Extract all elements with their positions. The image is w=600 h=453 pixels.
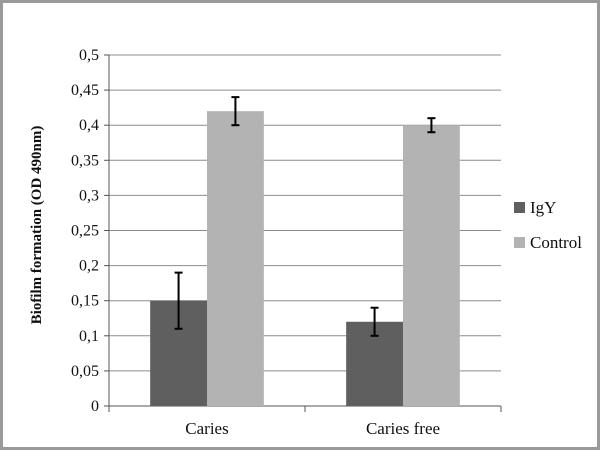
y-tick-label: 0,1: [79, 328, 99, 345]
bar-chart: 0 0,05 0,1 0,15 0,2 0,25 0,3 0,35 0,4 0,45 0,5 Cari…: [29, 47, 582, 438]
y-tick-label: 0,15: [71, 293, 99, 310]
y-tick-label: 0,05: [71, 363, 99, 380]
legend-swatch-igy: [514, 202, 525, 213]
legend: IgY Control: [514, 198, 582, 252]
error-bars: [174, 96, 436, 337]
bars: [150, 111, 460, 406]
x-category-label: Caries free: [366, 419, 440, 438]
y-tick-label: 0: [91, 398, 99, 415]
y-tick-label: 0,3: [79, 187, 99, 204]
legend-swatch-control: [514, 237, 525, 248]
y-tick-label: 0,5: [79, 47, 99, 64]
bar-control: [403, 125, 460, 406]
x-category-label: Caries: [185, 419, 228, 438]
legend-label-igy: IgY: [530, 198, 556, 217]
bar-control: [207, 111, 264, 406]
y-tick-label: 0,25: [71, 223, 99, 240]
legend-label-control: Control: [530, 233, 582, 252]
y-tick-label: 0,4: [79, 117, 99, 134]
tick-labels: 0 0,05 0,1 0,15 0,2 0,25 0,3 0,35 0,4 0,45 0,5 Cari…: [71, 47, 440, 438]
y-tick-label: 0,45: [71, 82, 99, 99]
y-axis-title: Biofilm formation (OD 490nm): [29, 126, 45, 325]
y-tick-label: 0,2: [79, 258, 99, 275]
y-tick-label: 0,35: [71, 152, 99, 169]
